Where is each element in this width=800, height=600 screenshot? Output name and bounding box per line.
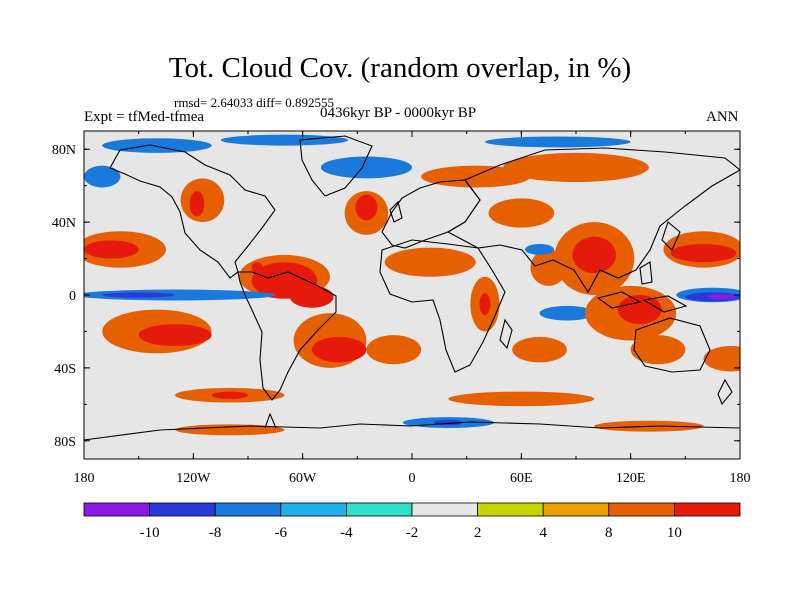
anomaly-region-amazon-deep-red — [297, 289, 316, 301]
anomaly-region-pacific-north-orange — [84, 240, 139, 259]
anomaly-region-south-america-orange — [311, 336, 367, 363]
colorbar-swatch — [214, 502, 282, 517]
x-tick-label: 60W — [289, 471, 317, 486]
colorbar-swatch — [345, 502, 413, 517]
colorbar-swatch — [149, 502, 216, 517]
colorbar-swatch — [280, 502, 347, 517]
y-tick-label: 0 — [69, 289, 76, 304]
anomaly-region-antarctic-yellow-west — [175, 424, 285, 436]
anomaly-region-india-yellow — [530, 249, 567, 286]
colorbar-swatch — [608, 502, 675, 517]
anomaly-region-europe-yellow — [421, 165, 531, 188]
x-tick-label: 180 — [74, 471, 95, 486]
x-tick-label: 180 — [730, 471, 751, 486]
anomaly-region-siberia-yellow — [503, 152, 649, 183]
anomaly-region-atlantic-north-orange — [355, 194, 378, 221]
anomaly-region-north-america-orange — [189, 191, 205, 217]
y-axis: 80N 40N 0 40S 80S — [52, 143, 740, 450]
anomaly-region-south-indian-yellow — [512, 336, 567, 363]
y-tick-label: 80N — [52, 143, 76, 158]
anomaly-region-arctic-teal-center — [220, 134, 349, 146]
anomaly-region-central-asia-yellow — [488, 198, 555, 228]
plot-title: Tot. Cloud Cov. (random overlap, in %) — [168, 52, 632, 84]
colorbar-label: -2 — [406, 525, 419, 541]
anomaly-region-arabia-teal — [524, 243, 555, 255]
colorbar-label: -8 — [209, 525, 222, 541]
colorbar-label: 4 — [539, 525, 547, 541]
colorbar-swatch — [411, 502, 478, 517]
colorbar-swatch — [542, 502, 610, 517]
anomaly-region-south-asia-red — [583, 249, 598, 261]
map-area — [83, 130, 741, 460]
colorbar-swatch — [674, 502, 741, 517]
anomaly-region-arctic-teal-east — [484, 136, 631, 148]
experiment-label: Expt = tfMed-tfmea — [84, 109, 205, 125]
anomaly-region-arctic-teal-west — [102, 138, 212, 153]
x-tick-label: 0 — [409, 471, 416, 486]
colorbar-label: -10 — [140, 525, 160, 541]
anomaly-region-north-pacific-teal — [84, 165, 121, 188]
x-tick-label: 60E — [510, 471, 533, 486]
anomaly-region-west-pacific-violet — [707, 294, 737, 300]
anomaly-region-south-pacific-orange — [138, 324, 212, 347]
season-label: ANN — [706, 109, 739, 125]
anomaly-region-west-pacific-orange — [670, 243, 737, 263]
colorbar-label: 2 — [474, 525, 482, 541]
x-tick-label: 120E — [616, 471, 646, 486]
anomaly-region-north-atlantic-teal — [320, 156, 413, 179]
anomaly-region-southern-ocean-orange — [211, 391, 248, 399]
anomaly-region-equatorial-pacific-teal — [84, 289, 276, 301]
anomaly-region-south-pacific-east-yellow — [703, 346, 740, 372]
anomaly-region-east-africa-orange — [479, 293, 491, 316]
y-tick-label: 40S — [54, 362, 76, 377]
anomaly-region-indonesia-orange — [617, 295, 662, 325]
colorbar-swatch — [477, 502, 544, 517]
stats-line: rmsd= 2.64033 diff= 0.892555 — [174, 95, 334, 110]
anomaly-region-equatorial-pacific-blue — [102, 292, 176, 298]
colorbar: -10 -8 -6 -4 -2 2 4 8 10 — [83, 502, 741, 541]
period-label: 0436kyr BP - 0000kyr BP — [320, 105, 477, 121]
coastlines — [84, 135, 740, 441]
x-axis: 180 120W 60W 0 60E 120E 180 — [74, 131, 751, 486]
colorbar-label: -4 — [340, 525, 353, 541]
colorbar-label: 8 — [605, 525, 613, 541]
colorbar-label: 10 — [667, 525, 682, 541]
colorbar-label: -6 — [275, 525, 288, 541]
anomaly-region-australia-yellow — [630, 335, 686, 365]
x-tick-label: 120W — [176, 471, 211, 486]
anomaly-region-southern-ocean-yellow-east — [448, 391, 595, 407]
anomaly-region-central-america-red — [251, 262, 263, 274]
anomaly-region-south-atlantic-yellow — [366, 335, 422, 365]
anomaly-region-indian-ocean-teal — [539, 305, 595, 321]
colorbar-swatch — [83, 502, 150, 517]
y-tick-label: 40N — [52, 216, 76, 231]
anomaly-region-sahara-yellow — [384, 247, 476, 277]
y-tick-label: 80S — [54, 435, 76, 450]
